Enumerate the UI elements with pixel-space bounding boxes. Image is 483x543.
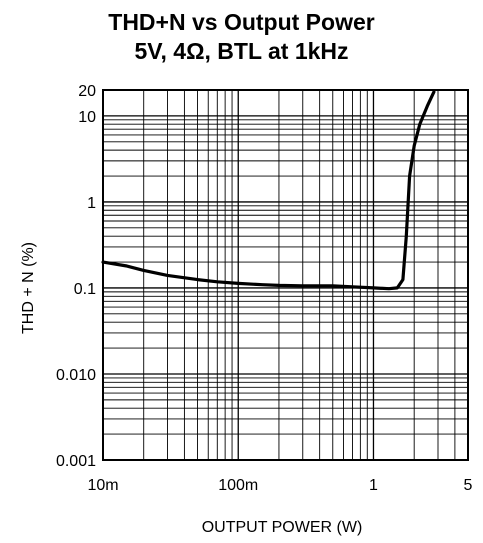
x-tick-label: 10m xyxy=(87,477,118,494)
y-tick-label: 0.1 xyxy=(74,281,96,298)
chart-subtitle: 5V, 4Ω, BTL at 1kHz xyxy=(134,38,349,64)
chart-title: THD+N vs Output Power xyxy=(108,9,375,35)
x-axis: 10m 100m 1 5 xyxy=(87,477,472,494)
x-tick-label: 5 xyxy=(464,477,473,494)
y-tick-label: 10 xyxy=(78,109,96,126)
series-layer xyxy=(101,90,436,291)
y-axis-label: THD + N (%) xyxy=(20,242,37,334)
series-line xyxy=(101,90,436,291)
y-axis: 20 10 1 0.1 0.010 0.001 xyxy=(56,83,96,470)
y-tick-label: 0.001 xyxy=(56,453,96,470)
plot-area xyxy=(102,89,469,461)
y-tick-label: 1 xyxy=(87,195,96,212)
x-axis-label: OUTPUT POWER (W) xyxy=(202,519,363,536)
x-tick-label: 1 xyxy=(369,477,378,494)
y-tick-label: 0.010 xyxy=(56,367,96,384)
x-tick-label: 100m xyxy=(218,477,258,494)
y-tick-label: 20 xyxy=(78,83,96,100)
grid xyxy=(103,90,468,460)
